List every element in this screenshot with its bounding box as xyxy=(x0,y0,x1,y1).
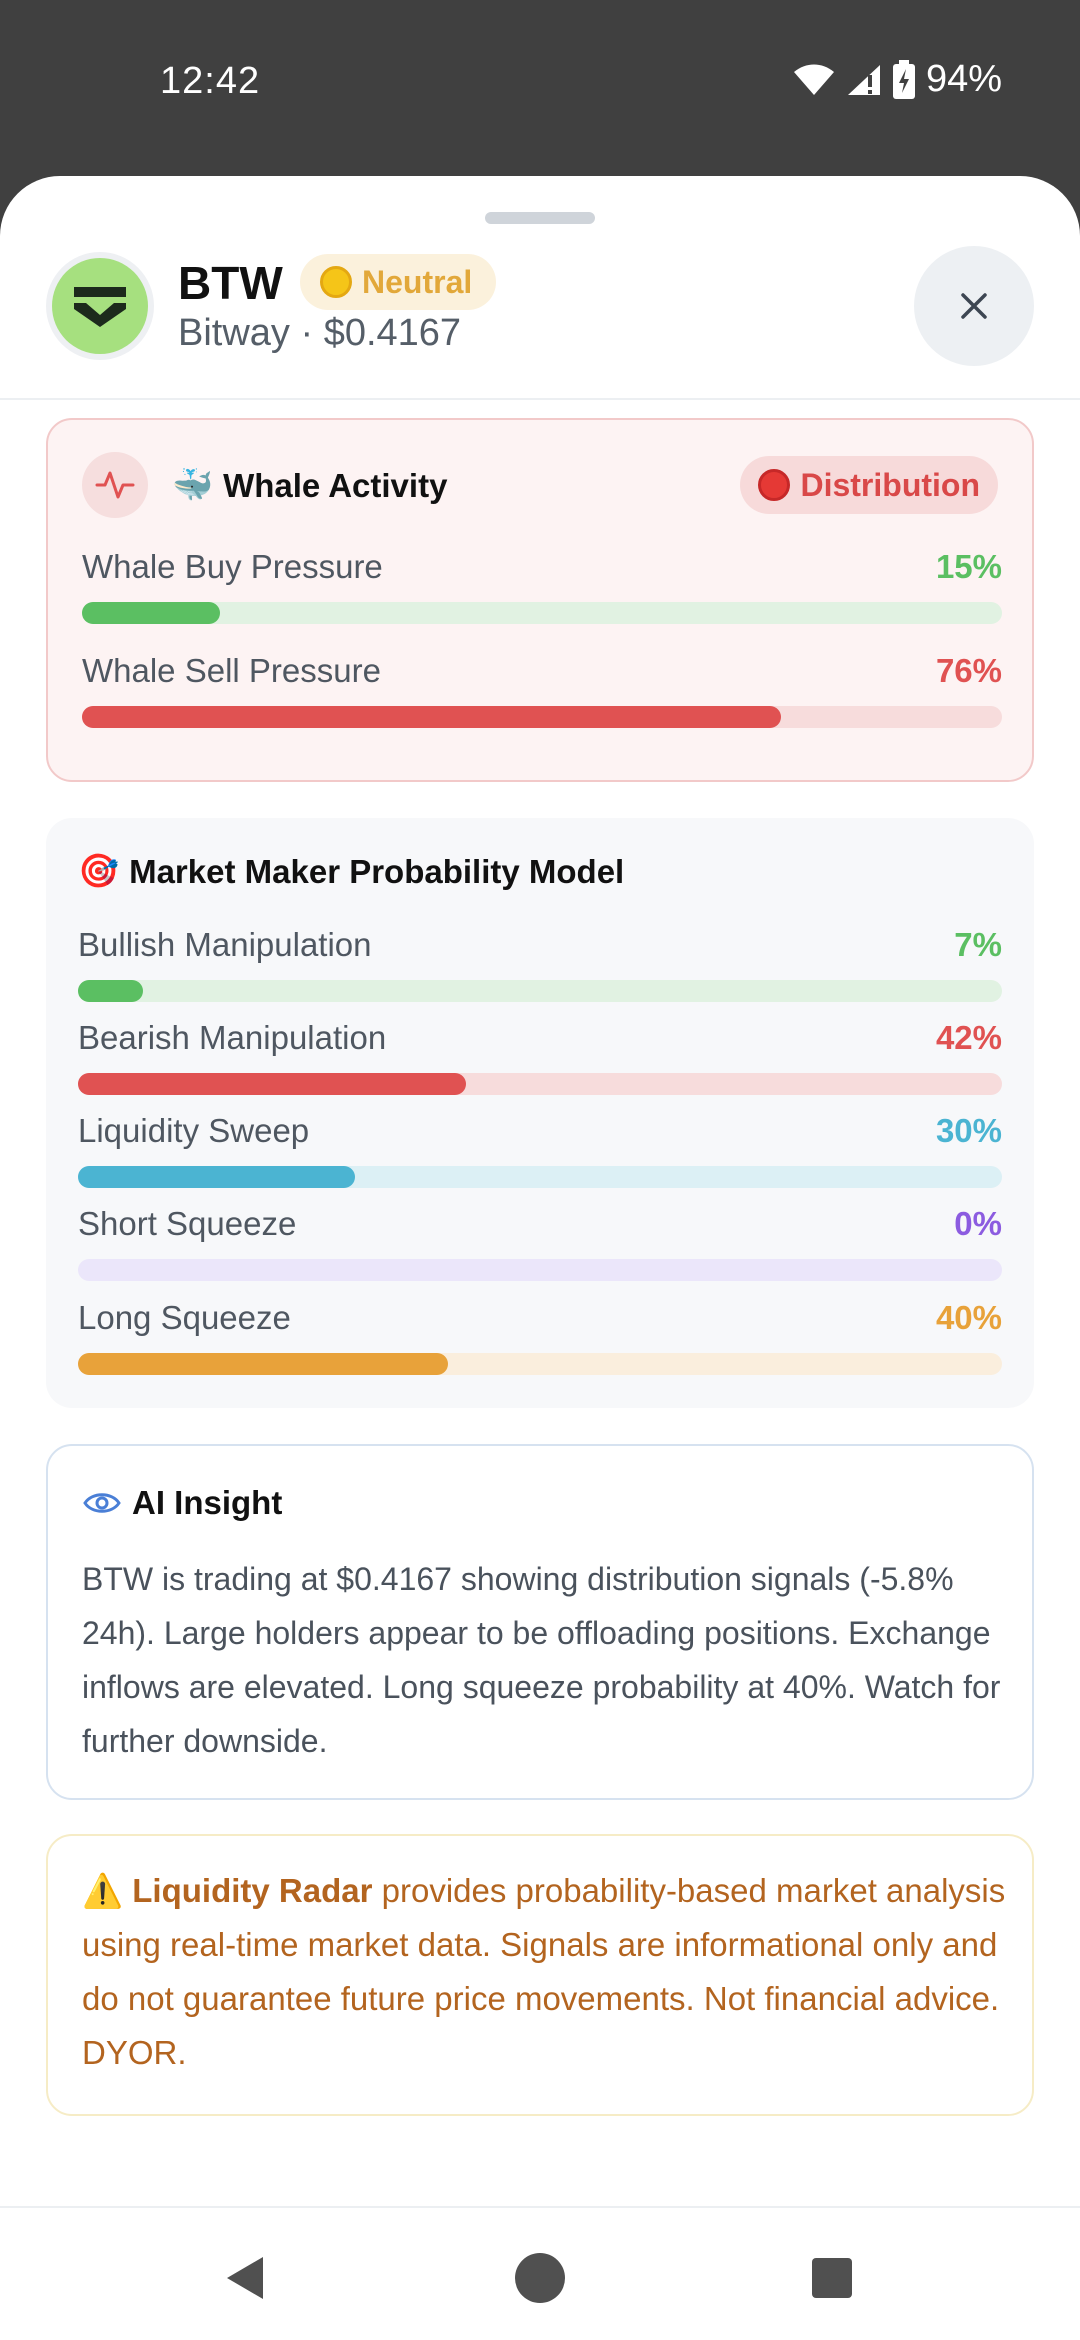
disclaimer-text: ⚠️ Liquidity Radar provides probability-… xyxy=(82,1864,1012,2080)
ai-insight-title-text: AI Insight xyxy=(132,1484,283,1521)
sentiment-badge: Neutral xyxy=(300,254,497,310)
distribution-label: Distribution xyxy=(800,466,980,503)
progress-fill xyxy=(78,980,143,1002)
whale-activity-title: 🐳 Whale Activity xyxy=(172,466,447,505)
bitway-logo-icon xyxy=(74,287,126,327)
metric-value: 0% xyxy=(954,1205,1002,1242)
pulse-icon xyxy=(95,471,135,499)
metric-label: Bullish Manipulation xyxy=(78,926,372,963)
ai-insight-text: BTW is trading at $0.4167 showing distri… xyxy=(82,1561,1001,1759)
warning-icon: ⚠️ xyxy=(82,1872,124,1909)
metric-label: Long Squeeze xyxy=(78,1299,291,1336)
back-triangle-icon xyxy=(227,2257,263,2299)
progress-track xyxy=(78,1259,1002,1281)
progress-track xyxy=(78,1073,1002,1095)
battery-level: 94% xyxy=(925,58,1002,100)
progress-track xyxy=(82,706,1002,728)
status-icons: 94% xyxy=(792,58,1002,101)
distribution-badge: Distribution xyxy=(740,456,998,514)
eye-icon xyxy=(83,1493,121,1513)
status-time: 12:42 xyxy=(160,60,261,102)
ai-insight-card: AI Insight BTW is trading at $0.4167 sho… xyxy=(46,1444,1034,1800)
close-button[interactable] xyxy=(914,246,1034,366)
metric-label: Short Squeeze xyxy=(78,1205,297,1242)
metric-label: Liquidity Sweep xyxy=(78,1112,310,1149)
nav-recents-button[interactable] xyxy=(802,2248,862,2308)
ai-insight-title: AI Insight xyxy=(82,1484,282,1522)
whale-title-text: Whale Activity xyxy=(223,466,448,504)
progress-track xyxy=(78,1166,1002,1188)
progress-fill xyxy=(82,706,782,728)
progress-fill xyxy=(82,602,220,624)
red-circle-icon xyxy=(758,469,791,501)
progress-fill xyxy=(78,1073,467,1095)
disclaimer-card: ⚠️ Liquidity Radar provides probability-… xyxy=(46,1834,1034,2116)
metric-label: Bearish Manipulation xyxy=(78,1019,387,1056)
sheet-grabber[interactable] xyxy=(485,212,595,224)
header-divider xyxy=(0,398,1080,400)
sentiment-label: Neutral xyxy=(362,263,473,300)
disclaimer-brand: Liquidity Radar xyxy=(132,1872,373,1909)
yellow-circle-icon xyxy=(320,266,352,298)
metric-value: 42% xyxy=(935,1019,1002,1056)
coin-name-price: Bitway · $0.4167 xyxy=(178,312,462,354)
wifi-icon xyxy=(793,64,834,95)
status-bar: 12:42 94% xyxy=(0,0,1080,170)
progress-track xyxy=(78,1353,1002,1375)
progress-fill xyxy=(78,1353,448,1375)
metric-value: 15% xyxy=(935,548,1002,585)
metric-label: Whale Sell Pressure xyxy=(82,652,381,689)
whale-icon: 🐳 xyxy=(172,466,214,503)
battery-icon xyxy=(892,59,915,99)
signal-icon xyxy=(847,64,880,95)
metric-value: 30% xyxy=(935,1112,1002,1149)
metric-value: 7% xyxy=(954,926,1002,963)
close-icon xyxy=(961,293,987,319)
coin-symbol: BTW xyxy=(178,257,283,309)
progress-track xyxy=(78,980,1002,1002)
coin-detail-sheet: BTW Neutral Bitway · $0.4167 🐳 Whale Act… xyxy=(0,176,1080,2206)
coin-logo xyxy=(46,252,154,360)
pulse-chip xyxy=(82,452,148,518)
system-nav-bar xyxy=(0,2206,1080,2340)
disclaimer-body: provides probability-based market analys… xyxy=(82,1872,1006,2071)
metric-label: Whale Buy Pressure xyxy=(82,548,383,585)
metric-value: 40% xyxy=(935,1299,1002,1336)
nav-back-button[interactable] xyxy=(216,2248,276,2308)
metric-value: 76% xyxy=(935,652,1002,689)
progress-track xyxy=(82,602,1002,624)
whale-activity-card: 🐳 Whale Activity Distribution Whale Buy … xyxy=(46,418,1034,782)
progress-fill xyxy=(78,1166,356,1188)
market-maker-title: 🎯 Market Maker Probability Model xyxy=(78,852,624,891)
home-circle-icon xyxy=(515,2253,565,2303)
nav-home-button[interactable] xyxy=(510,2248,570,2308)
market-maker-card: 🎯 Market Maker Probability Model Bullish… xyxy=(46,818,1034,1408)
target-icon: 🎯 xyxy=(78,852,120,889)
recents-square-icon xyxy=(812,2258,852,2298)
market-maker-title-text: Market Maker Probability Model xyxy=(129,852,625,890)
